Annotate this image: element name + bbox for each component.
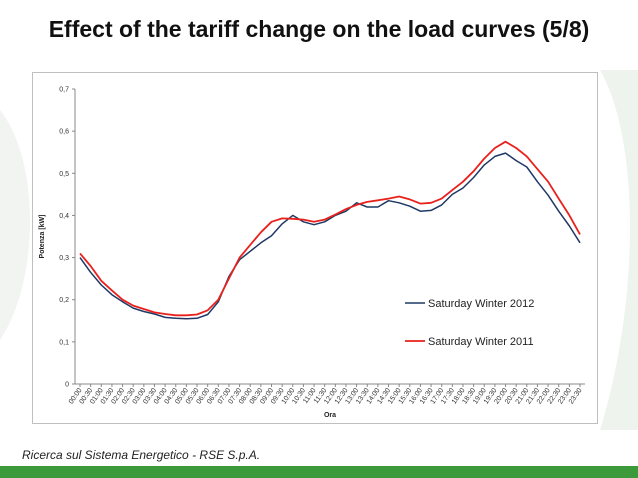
y-tick-label: 0,1 (59, 339, 69, 346)
legend-label-1: Saturday Winter 2012 (428, 298, 534, 310)
y-tick-label: 0,5 (59, 171, 69, 178)
y-axis: 0 0,1 0,2 0,3 0,4 0,5 0,6 0,7 (59, 87, 76, 389)
y-tick-label: 0,6 (59, 129, 69, 136)
series-lines (79, 140, 581, 320)
y-axis-title: Potenza [kW] (39, 215, 46, 259)
x-axis: 00:0000:3001:0001:3002:0002:3003:0003:30… (68, 383, 585, 406)
y-tick-label: 0 (65, 382, 69, 389)
y-tick-label: 0,4 (59, 213, 69, 220)
slide-title: Effect of the tariff change on the load … (48, 16, 590, 42)
legend: Saturday Winter 2012 Saturday Winter 2011 (405, 298, 534, 348)
footer-accent-bar (0, 466, 638, 478)
x-axis-title: Ora (324, 412, 336, 419)
y-tick-label: 0,2 (59, 297, 69, 304)
chart-frame: 0 0,1 0,2 0,3 0,4 0,5 0,6 0,7 00:00 00:30 01:00 01… (32, 72, 598, 424)
y-tick-label: 0,3 (59, 255, 69, 262)
legend-label-2: Saturday Winter 2011 (428, 336, 534, 348)
load-curve-chart: 0 0,1 0,2 0,3 0,4 0,5 0,6 0,7 00:0000:3001:0001… (39, 87, 585, 419)
y-tick-label: 0,7 (59, 87, 69, 94)
decorative-swoosh-right (600, 70, 638, 430)
footer-organization: Ricerca sul Sistema Energetico - RSE S.p… (22, 448, 261, 462)
series-line-2 (79, 140, 581, 317)
series-line-1 (79, 152, 581, 320)
decorative-swoosh-left (0, 110, 30, 340)
